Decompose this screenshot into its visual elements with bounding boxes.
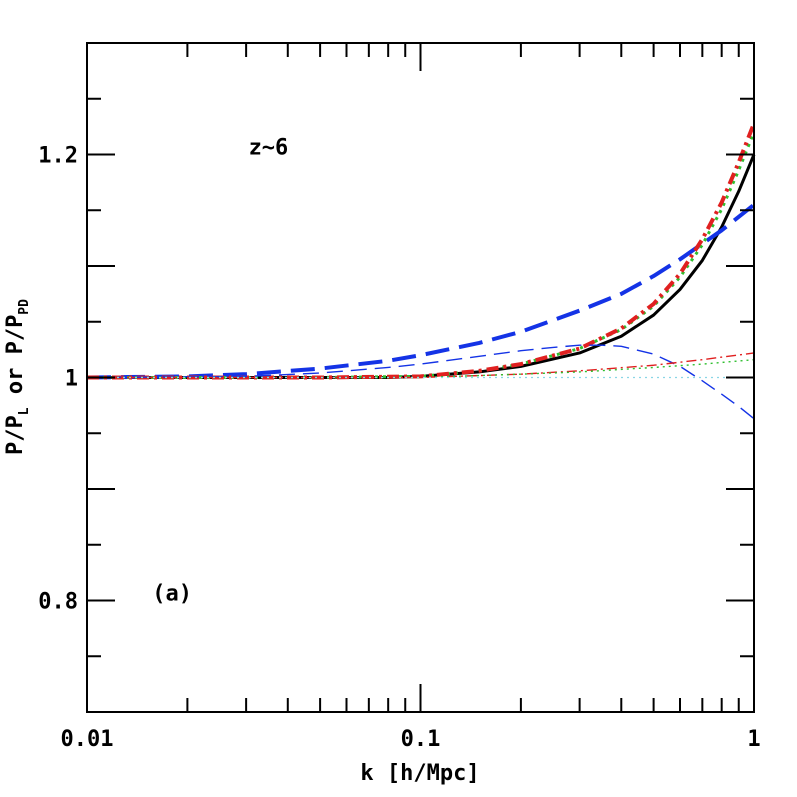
x-tick-label: 0.01 <box>61 727 114 752</box>
series-layer <box>86 122 756 420</box>
series-line-red-thin-dash-dot <box>87 352 755 379</box>
x-tick-label: 1 <box>747 727 760 752</box>
y-axis-label-sub2: PD <box>17 299 32 315</box>
y-tick-label: 0.8 <box>38 590 78 615</box>
series-line-blue-thin-dash <box>86 344 755 420</box>
series-line-green-thick-dotted <box>87 131 756 379</box>
y-axis-label-mid: or P/P <box>3 315 28 408</box>
annotation-1: (a) <box>152 582 192 607</box>
y-axis-label-sub1: L <box>17 407 32 415</box>
tick-layer: 0.01 0.1 1 0.8 1 1.2 <box>38 43 761 752</box>
series-line-green-thin-dotted <box>87 358 755 379</box>
x-axis-label: k [h/Mpc] <box>360 761 479 786</box>
annotation-layer: z~6 (a) <box>152 136 288 607</box>
series-line-red-thick-dash-dot <box>87 122 756 380</box>
y-tick-label: 1 <box>65 367 78 392</box>
y-axis-label: P/PL or P/PPD <box>3 299 32 455</box>
annotation-0: z~6 <box>249 136 289 161</box>
series-line-blue-thick-long-dash <box>86 203 756 380</box>
x-tick-label: 0.1 <box>401 727 441 752</box>
y-axis-label-base: P/P <box>3 415 28 455</box>
y-tick-label: 1.2 <box>38 144 78 169</box>
series-line-black-thick-solid <box>87 153 756 379</box>
